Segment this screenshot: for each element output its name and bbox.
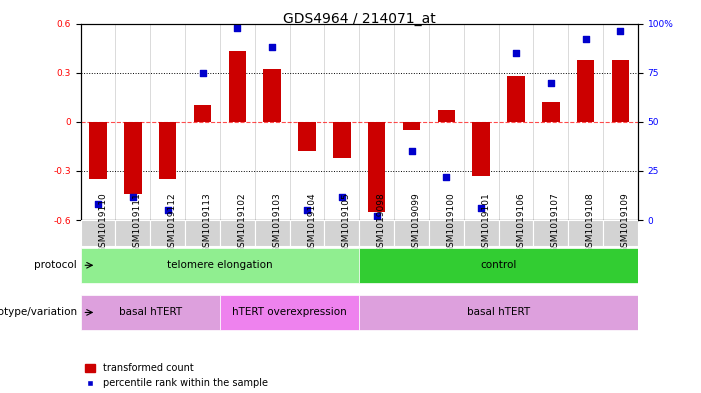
- Bar: [403, 122, 420, 130]
- Bar: [612, 60, 629, 122]
- FancyBboxPatch shape: [150, 220, 185, 246]
- FancyBboxPatch shape: [325, 220, 359, 246]
- Point: [615, 28, 626, 35]
- Bar: [368, 122, 386, 212]
- Text: GSM1019098: GSM1019098: [376, 192, 386, 253]
- Bar: [264, 70, 281, 122]
- Bar: [472, 122, 490, 176]
- Text: basal hTERT: basal hTERT: [118, 307, 182, 318]
- FancyBboxPatch shape: [220, 220, 254, 246]
- Point: [162, 207, 173, 213]
- FancyBboxPatch shape: [498, 220, 533, 246]
- Text: GSM1019102: GSM1019102: [238, 192, 246, 253]
- Text: GSM1019101: GSM1019101: [481, 192, 490, 253]
- Bar: [437, 110, 455, 122]
- Text: GSM1019103: GSM1019103: [272, 192, 281, 253]
- Bar: [159, 122, 177, 179]
- FancyBboxPatch shape: [290, 220, 325, 246]
- Bar: [508, 76, 525, 122]
- FancyBboxPatch shape: [359, 220, 394, 246]
- Text: telomere elongation: telomere elongation: [167, 260, 273, 270]
- Text: GSM1019109: GSM1019109: [620, 192, 629, 253]
- Text: GSM1019111: GSM1019111: [133, 192, 142, 253]
- FancyBboxPatch shape: [81, 295, 220, 330]
- Point: [580, 36, 591, 42]
- Bar: [89, 122, 107, 179]
- Point: [441, 174, 452, 180]
- FancyBboxPatch shape: [254, 220, 290, 246]
- Bar: [542, 102, 559, 122]
- Point: [371, 213, 382, 219]
- Point: [266, 44, 278, 50]
- Text: GSM1019112: GSM1019112: [168, 192, 177, 253]
- Text: control: control: [480, 260, 517, 270]
- Text: GSM1019108: GSM1019108: [585, 192, 594, 253]
- Point: [232, 24, 243, 31]
- Point: [301, 207, 313, 213]
- Text: basal hTERT: basal hTERT: [467, 307, 530, 318]
- Text: GSM1019099: GSM1019099: [411, 192, 421, 253]
- Point: [93, 201, 104, 208]
- FancyBboxPatch shape: [429, 220, 464, 246]
- FancyBboxPatch shape: [185, 220, 220, 246]
- Text: GSM1019105: GSM1019105: [342, 192, 350, 253]
- Bar: [124, 122, 142, 194]
- Legend: transformed count, percentile rank within the sample: transformed count, percentile rank withi…: [86, 363, 268, 388]
- Point: [475, 205, 486, 211]
- Point: [545, 79, 557, 86]
- FancyBboxPatch shape: [220, 295, 359, 330]
- Point: [128, 193, 139, 200]
- Point: [406, 148, 417, 154]
- Point: [336, 193, 348, 200]
- Point: [197, 70, 208, 76]
- Text: hTERT overexpression: hTERT overexpression: [232, 307, 347, 318]
- Text: protocol: protocol: [34, 260, 77, 270]
- Text: GSM1019113: GSM1019113: [203, 192, 212, 253]
- FancyBboxPatch shape: [603, 220, 638, 246]
- FancyBboxPatch shape: [359, 295, 638, 330]
- Text: GDS4964 / 214071_at: GDS4964 / 214071_at: [283, 12, 435, 26]
- Bar: [193, 105, 211, 122]
- FancyBboxPatch shape: [359, 248, 638, 283]
- Bar: [577, 60, 594, 122]
- FancyBboxPatch shape: [569, 220, 603, 246]
- Text: GSM1019104: GSM1019104: [307, 192, 316, 253]
- Bar: [229, 51, 246, 122]
- Point: [510, 50, 522, 56]
- FancyBboxPatch shape: [81, 248, 359, 283]
- FancyBboxPatch shape: [116, 220, 150, 246]
- Text: GSM1019107: GSM1019107: [551, 192, 560, 253]
- Text: GSM1019100: GSM1019100: [447, 192, 456, 253]
- FancyBboxPatch shape: [533, 220, 569, 246]
- Text: GSM1019106: GSM1019106: [516, 192, 525, 253]
- Bar: [333, 122, 350, 158]
- FancyBboxPatch shape: [394, 220, 429, 246]
- FancyBboxPatch shape: [464, 220, 498, 246]
- FancyBboxPatch shape: [81, 220, 116, 246]
- Bar: [299, 122, 315, 151]
- Text: genotype/variation: genotype/variation: [0, 307, 77, 318]
- Text: GSM1019110: GSM1019110: [98, 192, 107, 253]
